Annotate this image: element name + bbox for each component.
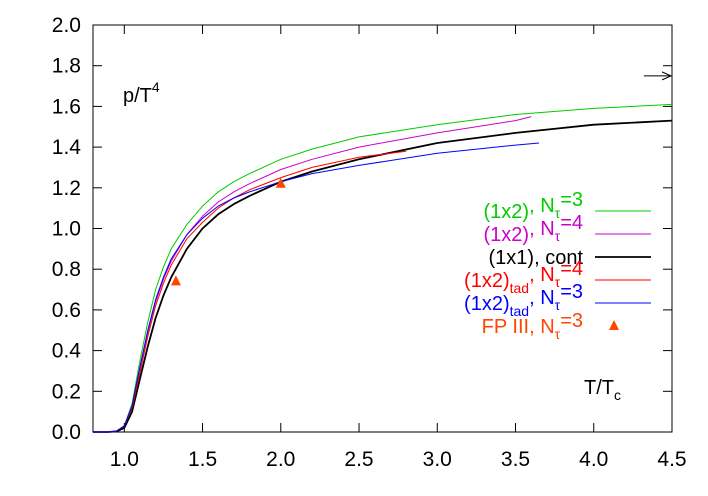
x-tick-label: 4.0 (579, 448, 608, 471)
y-tick-label: 0.0 (52, 421, 81, 444)
legend-mid: , N (529, 195, 555, 217)
legend-post: =4 (560, 258, 583, 280)
limit-arrow (643, 71, 673, 81)
legend-pre: (1x2) (464, 293, 510, 315)
y-tick-label: 2.0 (52, 14, 81, 37)
legend-tau: τ (555, 205, 561, 221)
y-tick-label: 1.8 (52, 55, 81, 78)
y-tick-label: 1.2 (52, 177, 81, 200)
legend-tad: tad (510, 303, 529, 319)
legend-mid: , N (529, 264, 555, 286)
y-tick-label: 0.8 (52, 258, 81, 281)
x-tick-label: 1.0 (110, 448, 139, 471)
legend-tau: τ (555, 326, 561, 342)
legend-post: =3 (560, 310, 583, 332)
plot-frame (92, 24, 673, 433)
series-group (93, 103, 673, 433)
y-axis-label-exponent: 4 (152, 79, 160, 95)
x-tick-label: 2.5 (344, 448, 373, 471)
y-tick-label: 1.0 (52, 218, 81, 241)
legend: (1x2), Nτ=3(1x2), Nτ=4(1x1), cont(1x2)ta… (464, 189, 651, 342)
legend-entry-label: (1x2)tad, Nτ=4 (464, 258, 583, 296)
legend-tau: τ (555, 297, 561, 313)
y-tick-label: 0.6 (52, 299, 81, 322)
y-axis-label-main: p/T (123, 85, 152, 107)
x-tick-label: 3.0 (423, 448, 452, 471)
y-axis-ticks: 0.0 0.2 0.4 0.6 0.8 1.0 1.2 1.4 1.6 1.8 2.0 (52, 14, 672, 444)
legend-pre: (1x2) (484, 224, 530, 246)
legend-post: =3 (560, 281, 583, 303)
legend-entry-label: (1x2), Nτ=3 (484, 189, 583, 223)
limit-arrow-head (661, 71, 673, 81)
legend-mid: , N (529, 218, 555, 240)
legend-entry-label: (1x2), Nτ=4 (484, 212, 583, 246)
legend-post: =3 (560, 189, 583, 211)
data-point-marker (275, 177, 286, 188)
legend-tad: tad (510, 280, 529, 296)
y-tick-label: 0.4 (52, 340, 82, 363)
x-tick-label: 1.5 (188, 448, 217, 471)
y-tick-label: 1.6 (52, 95, 81, 118)
x-axis-label: T/Tc (584, 377, 621, 403)
y-tick-label: 0.2 (52, 380, 81, 403)
legend-post: =4 (560, 212, 583, 234)
legend-pre: (1x1), cont (489, 247, 584, 269)
y-axis-label: p/T4 (123, 79, 160, 107)
series-line (93, 150, 407, 433)
legend-tau: τ (555, 274, 561, 290)
x-axis-label-main: T/T (584, 377, 614, 399)
legend-pre: FP III, N (482, 316, 555, 338)
series-line (93, 119, 673, 433)
legend-tau: τ (555, 228, 561, 244)
marker-group (170, 177, 286, 286)
x-tick-label: 3.5 (501, 448, 530, 471)
series-line (93, 142, 540, 433)
legend-pre: (1x2) (464, 270, 510, 292)
legend-entry-label: (1x2)tad, Nτ=3 (464, 281, 583, 319)
data-point-marker (170, 275, 181, 286)
legend-mid: , N (529, 287, 555, 309)
x-tick-label: 4.5 (657, 448, 686, 471)
legend-pre: (1x2) (484, 201, 530, 223)
legend-entry-label: (1x1), cont (489, 247, 584, 269)
legend-marker (609, 320, 619, 330)
legend-entry-label: FP III, Nτ=3 (482, 310, 583, 342)
x-axis-ticks: 1.0 1.5 2.0 2.5 3.0 3.5 4.0 4.5 (110, 25, 687, 471)
y-tick-label: 1.4 (52, 136, 82, 159)
x-tick-label: 2.0 (266, 448, 295, 471)
x-axis-label-subscript: c (614, 387, 621, 403)
